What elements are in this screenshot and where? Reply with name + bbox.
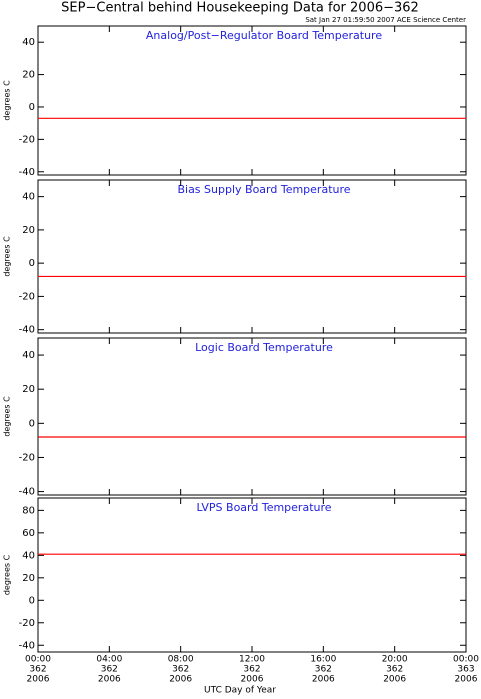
y-tick-label: 0 — [29, 595, 35, 606]
x-tick-label: 362 — [29, 665, 46, 675]
y-tick-label: 40 — [22, 192, 35, 203]
x-tick-label: 362 — [101, 665, 118, 675]
plot-frame — [37, 179, 467, 334]
y-tick-label: 0 — [29, 258, 35, 269]
y-tick-label: -20 — [19, 618, 35, 629]
x-tick-label: 2006 — [312, 675, 335, 685]
panel-title: Analog/Post−Regulator Board Temperature — [146, 29, 382, 42]
y-tick-label: 0 — [29, 418, 35, 429]
panel-title: Bias Supply Board Temperature — [177, 183, 350, 196]
x-tick-label: 00:00 — [453, 655, 479, 665]
y-tick-label: 20 — [22, 384, 35, 395]
x-tick-label: 08:00 — [168, 655, 194, 665]
x-tick-label: 04:00 — [96, 655, 122, 665]
x-tick-label: 2006 — [455, 675, 478, 685]
y-tick-label: 80 — [22, 505, 35, 516]
plot-frame — [37, 497, 467, 653]
x-tick-label: 00:00 — [25, 655, 51, 665]
plot-frame — [37, 337, 467, 496]
y-tick-label: -40 — [19, 167, 35, 178]
y-tick-label: -40 — [19, 640, 35, 651]
y-tick-label: 20 — [22, 70, 35, 81]
x-axis-label: UTC Day of Year — [204, 686, 276, 696]
y-axis-label: degrees C — [3, 80, 12, 121]
y-tick-label: 40 — [22, 37, 35, 48]
y-tick-label: -40 — [19, 487, 35, 498]
x-tick-label: 362 — [315, 665, 332, 675]
x-tick-label: 20:00 — [382, 655, 408, 665]
y-axis-label: degrees C — [3, 396, 12, 437]
y-axis-label: degrees C — [3, 236, 12, 277]
x-tick-label: 362 — [386, 665, 403, 675]
plot-frame — [37, 25, 467, 176]
x-tick-label: 2006 — [383, 675, 406, 685]
y-tick-label: 20 — [22, 225, 35, 236]
panel-title: Logic Board Temperature — [195, 341, 333, 354]
x-tick-label: 16:00 — [310, 655, 336, 665]
timestamp: Sat Jan 27 01:59:50 2007 ACE Science Cen… — [305, 16, 466, 24]
y-tick-label: -20 — [19, 291, 35, 302]
panel-title: LVPS Board Temperature — [196, 501, 331, 514]
x-tick-label: 2006 — [27, 675, 50, 685]
x-tick-label: 2006 — [98, 675, 121, 685]
y-tick-label: 20 — [22, 573, 35, 584]
x-tick-label: 362 — [172, 665, 189, 675]
y-tick-label: -40 — [19, 325, 35, 336]
y-tick-label: -20 — [19, 134, 35, 145]
y-tick-label: -20 — [19, 452, 35, 463]
x-tick-label: 2006 — [241, 675, 264, 685]
x-tick-label: 363 — [457, 665, 474, 675]
y-axis-label: degrees C — [3, 554, 12, 595]
y-tick-label: 40 — [22, 350, 35, 361]
y-tick-label: 0 — [29, 102, 35, 113]
x-tick-label: 2006 — [169, 675, 192, 685]
x-tick-label: 12:00 — [239, 655, 265, 665]
chart-title: SEP−Central behind Housekeeping Data for… — [61, 1, 419, 16]
x-tick-label: 362 — [243, 665, 260, 675]
y-tick-label: 60 — [22, 528, 35, 539]
y-tick-label: 40 — [22, 550, 35, 561]
